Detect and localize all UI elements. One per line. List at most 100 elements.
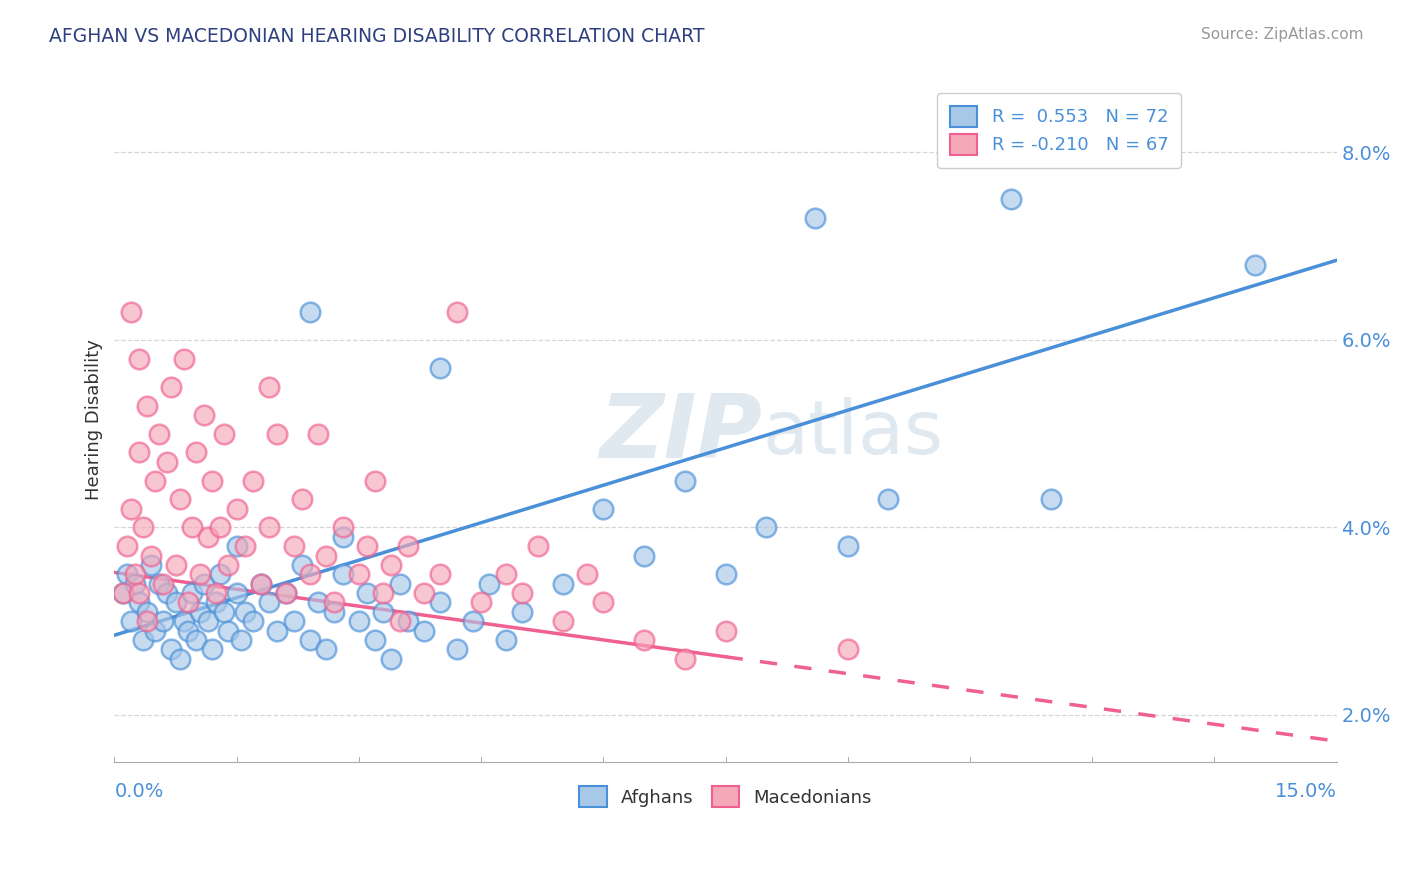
Point [242, 614, 264, 628]
Point [242, 474, 264, 488]
Point [551, 614, 574, 628]
Point [169, 651, 191, 665]
Point [193, 408, 215, 422]
Point [332, 520, 354, 534]
Point [136, 605, 159, 619]
Point [250, 576, 273, 591]
Point [209, 567, 232, 582]
Point [266, 426, 288, 441]
Y-axis label: Hearing Disability: Hearing Disability [86, 339, 103, 500]
Point [714, 567, 737, 582]
Text: 0.0%: 0.0% [114, 782, 163, 801]
Legend: Afghans, Macedonians: Afghans, Macedonians [572, 779, 879, 814]
Point [124, 576, 146, 591]
Point [356, 539, 378, 553]
Text: ZIP: ZIP [599, 390, 762, 477]
Text: Source: ZipAtlas.com: Source: ZipAtlas.com [1201, 27, 1364, 42]
Point [298, 567, 321, 582]
Point [673, 651, 696, 665]
Point [132, 520, 155, 534]
Point [184, 445, 207, 459]
Point [315, 549, 337, 563]
Point [115, 539, 138, 553]
Point [347, 567, 370, 582]
Point [429, 567, 451, 582]
Point [169, 492, 191, 507]
Point [356, 586, 378, 600]
Point [446, 642, 468, 657]
Point [332, 567, 354, 582]
Point [173, 351, 195, 366]
Point [197, 530, 219, 544]
Text: AFGHAN VS MACEDONIAN HEARING DISABILITY CORRELATION CHART: AFGHAN VS MACEDONIAN HEARING DISABILITY … [49, 27, 704, 45]
Point [152, 614, 174, 628]
Point [225, 539, 247, 553]
Point [429, 361, 451, 376]
Point [124, 567, 146, 582]
Point [413, 624, 436, 638]
Point [139, 549, 162, 563]
Point [323, 605, 346, 619]
Point [180, 520, 202, 534]
Point [332, 530, 354, 544]
Point [173, 614, 195, 628]
Point [291, 492, 314, 507]
Point [396, 539, 419, 553]
Point [156, 586, 179, 600]
Point [120, 305, 142, 319]
Point [837, 642, 859, 657]
Point [714, 624, 737, 638]
Point [1000, 192, 1022, 206]
Text: atlas: atlas [762, 397, 943, 470]
Point [461, 614, 484, 628]
Point [128, 445, 150, 459]
Point [837, 539, 859, 553]
Point [214, 605, 236, 619]
Point [510, 586, 533, 600]
Point [111, 586, 134, 600]
Point [136, 399, 159, 413]
Point [218, 558, 240, 572]
Point [229, 632, 252, 647]
Point [478, 576, 501, 591]
Point [201, 642, 224, 657]
Point [257, 380, 280, 394]
Point [266, 624, 288, 638]
Point [128, 351, 150, 366]
Point [527, 539, 550, 553]
Point [143, 624, 166, 638]
Point [347, 614, 370, 628]
Point [132, 632, 155, 647]
Point [233, 539, 256, 553]
Point [592, 501, 614, 516]
Point [177, 624, 200, 638]
Point [755, 520, 778, 534]
Point [180, 586, 202, 600]
Point [225, 586, 247, 600]
Point [364, 474, 387, 488]
Point [233, 605, 256, 619]
Point [576, 567, 599, 582]
Point [111, 586, 134, 600]
Point [257, 595, 280, 609]
Point [225, 501, 247, 516]
Point [388, 614, 411, 628]
Point [128, 586, 150, 600]
Point [148, 576, 170, 591]
Point [633, 632, 655, 647]
Point [184, 632, 207, 647]
Point [380, 651, 402, 665]
Point [283, 614, 305, 628]
Point [201, 474, 224, 488]
Point [495, 632, 517, 647]
Point [177, 595, 200, 609]
Point [446, 305, 468, 319]
Point [510, 605, 533, 619]
Point [373, 605, 395, 619]
Point [877, 492, 900, 507]
Point [139, 558, 162, 572]
Point [218, 624, 240, 638]
Point [373, 586, 395, 600]
Point [257, 520, 280, 534]
Point [291, 558, 314, 572]
